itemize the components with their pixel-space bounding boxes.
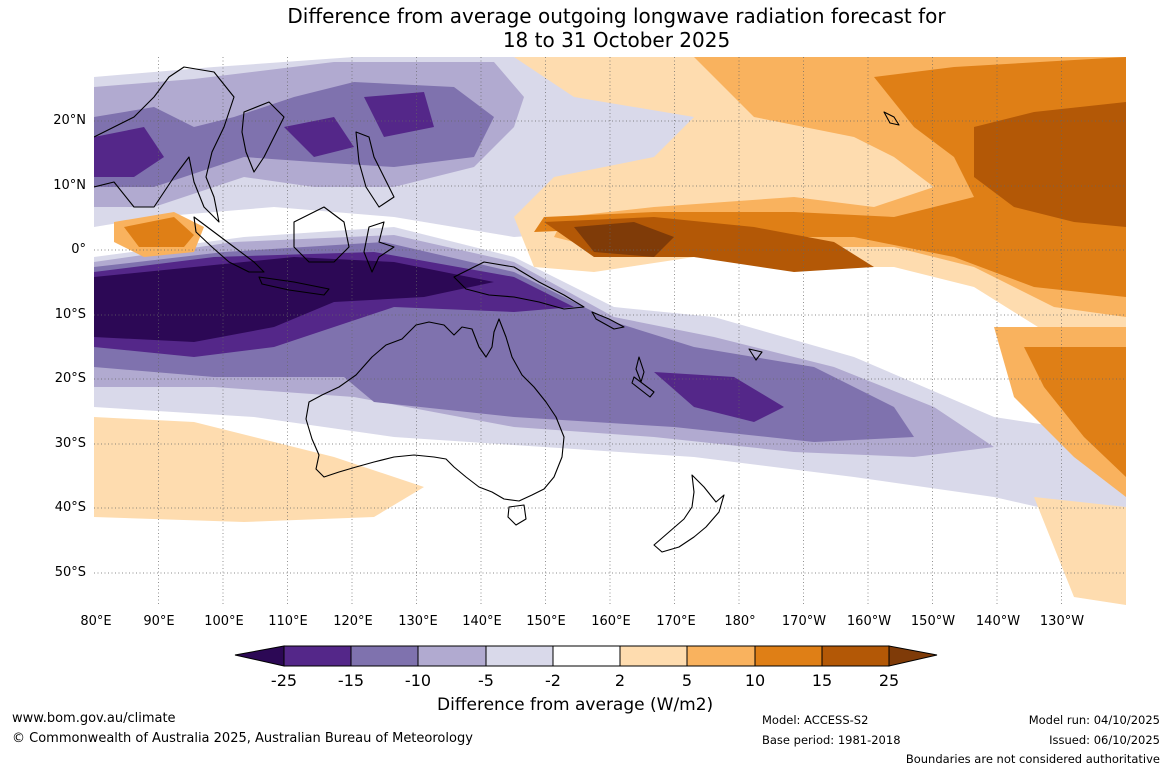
new-caledonia-coastline [631, 376, 655, 398]
hawaii-coastline [883, 111, 900, 126]
colorbar-swatch [552, 645, 621, 667]
coastlines [94, 66, 900, 553]
lat-label: 40°S [54, 500, 86, 515]
lat-label: 30°S [54, 436, 86, 451]
gridlines [94, 57, 1126, 605]
colorbar-title: Difference from average (W/m2) [437, 695, 714, 715]
colorbar-left-arrow [234, 645, 285, 667]
colorbar-swatch [619, 645, 688, 667]
lon-label: 130°W [1039, 614, 1085, 629]
colorbar-tick-label: -2 [545, 671, 561, 690]
sulawesi-coastline [363, 221, 395, 273]
philippines-coastline [355, 131, 395, 208]
colorbar-swatch [283, 645, 352, 667]
colorbar-swatch [417, 645, 487, 667]
colorbar-swatch [754, 645, 823, 667]
borneo-coastline [293, 206, 350, 263]
anomaly-region [94, 257, 494, 342]
lon-label: 100°E [204, 614, 244, 629]
anomaly-region [94, 417, 424, 522]
colorbar-swatch [350, 645, 419, 667]
boundary-disclaimer: Boundaries are not considered authoritat… [905, 752, 1160, 766]
lon-label: 120°E [333, 614, 373, 629]
sumatra-coastline [193, 216, 265, 273]
chart-title: Difference from average outgoing longwav… [0, 4, 1173, 52]
colorbar-tick-label: 2 [614, 671, 626, 690]
lon-label: 160°W [846, 614, 892, 629]
base-period: Base period: 1981-2018 [762, 733, 901, 747]
tasmania-coastline [507, 504, 527, 526]
copyright-notice: © Commonwealth of Australia 2025, Austra… [12, 731, 473, 746]
australia-coastline [305, 318, 565, 502]
colorbar-tick-label: -15 [337, 671, 365, 690]
lon-label: 140°E [462, 614, 502, 629]
anomaly-region [974, 102, 1126, 227]
issued-date: Issued: 06/10/2025 [1049, 733, 1160, 747]
lon-label: 160°E [591, 614, 631, 629]
title-line-2: 18 to 31 October 2025 [502, 28, 731, 52]
colorbar-tick-label: 5 [681, 671, 693, 690]
lon-label: 140°W [975, 614, 1021, 629]
lat-label: 10°N [53, 178, 86, 193]
colorbar [234, 645, 938, 667]
colorbar-tick-label: -5 [478, 671, 494, 690]
lat-label: 20°N [53, 113, 86, 128]
new-zealand-coastline [653, 474, 725, 553]
colorbar-swatch [686, 645, 756, 667]
colorbar-tick-label: 10 [744, 671, 766, 690]
anomaly-region [654, 372, 784, 422]
model-name: Model: ACCESS-S2 [762, 713, 869, 727]
lon-label: 80°E [80, 614, 112, 629]
anomaly-region [1024, 347, 1126, 477]
solomon-islands-coastline [591, 311, 625, 330]
lon-label: 110°E [268, 614, 308, 629]
positive-anomaly-regions [94, 57, 1126, 605]
colorbar-swatch [821, 645, 890, 667]
lon-label: 180° [724, 614, 756, 629]
anomaly-region [1034, 497, 1126, 605]
lon-label: 170°E [656, 614, 696, 629]
colorbar-right-arrow [888, 645, 938, 667]
java-coastline [258, 276, 330, 296]
colorbar-tick-label: -10 [404, 671, 432, 690]
anomaly-region [94, 127, 164, 177]
lon-label: 170°W [781, 614, 827, 629]
colorbar-tick-label: 25 [878, 671, 900, 690]
asia-coastline [94, 66, 235, 223]
lon-label: 90°E [143, 614, 175, 629]
anomaly-map [94, 57, 1126, 605]
lat-label: 0° [71, 242, 86, 257]
colorbar-swatch [485, 645, 554, 667]
lat-label: 10°S [54, 307, 86, 322]
colorbar-tick-label: 15 [811, 671, 833, 690]
fiji-coastline [748, 348, 763, 361]
lon-label: 150°E [526, 614, 566, 629]
title-line-1: Difference from average outgoing longwav… [287, 4, 946, 28]
website-link[interactable]: www.bom.gov.au/climate [12, 711, 176, 726]
new-guinea-coastline [453, 261, 585, 310]
lon-label: 150°W [910, 614, 956, 629]
anomaly-region [124, 217, 194, 247]
model-run-date: Model run: 04/10/2025 [1028, 713, 1160, 727]
lon-label: 130°E [398, 614, 438, 629]
colorbar-tick-label: -25 [270, 671, 298, 690]
lat-label: 20°S [54, 371, 86, 386]
indochina-coastline [241, 101, 285, 173]
anomaly-region [284, 117, 354, 157]
lat-label: 50°S [54, 565, 86, 580]
anomaly-region [574, 222, 674, 257]
anomaly-region [534, 57, 1126, 297]
